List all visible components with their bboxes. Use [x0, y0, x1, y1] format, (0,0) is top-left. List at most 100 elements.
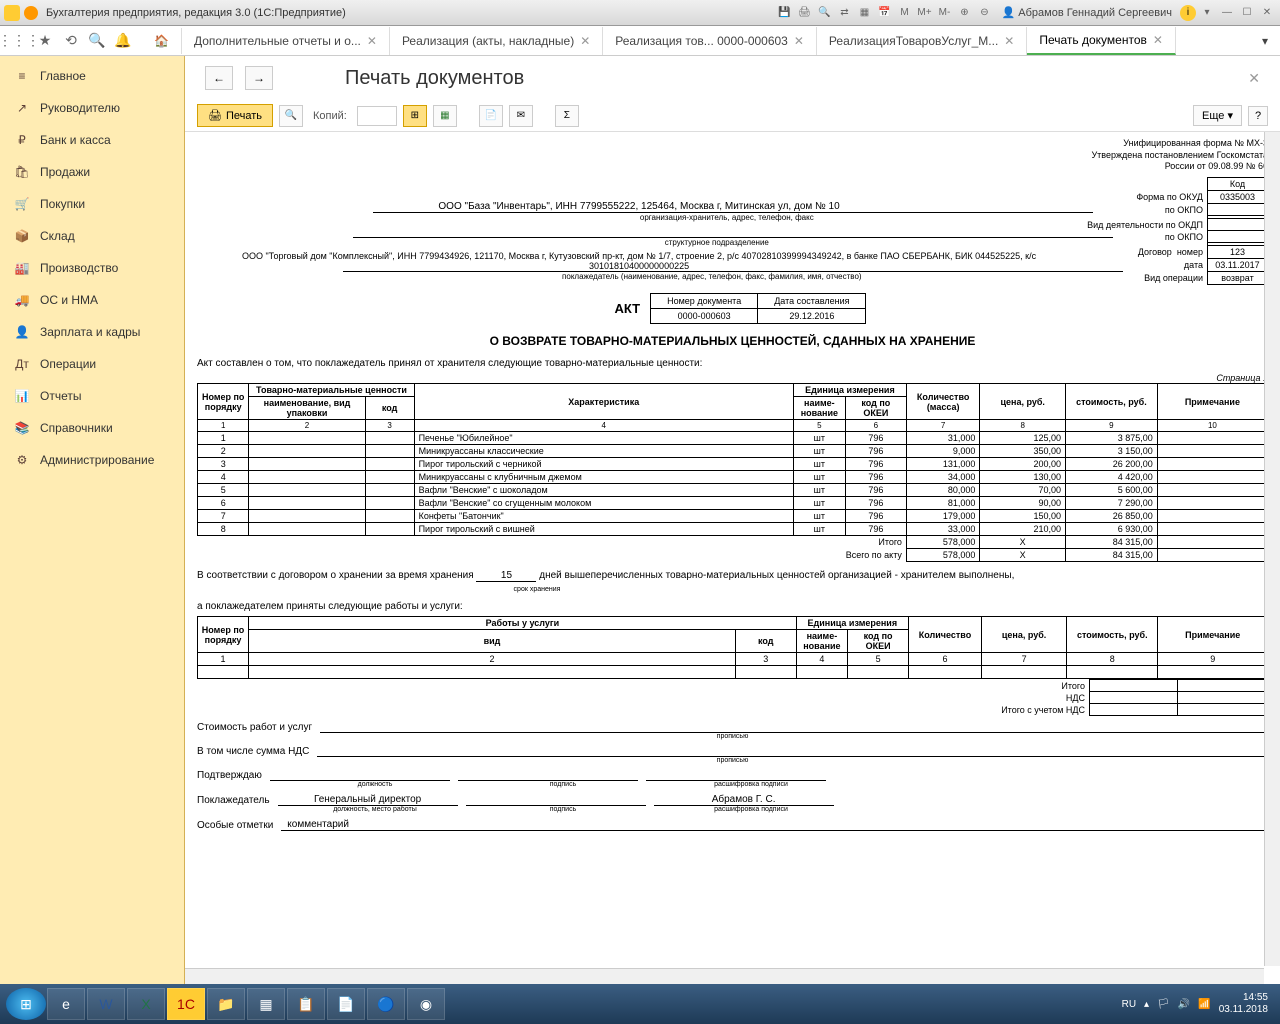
tab-menu[interactable]: ▾: [1250, 28, 1280, 54]
sidebar-label: Главное: [40, 69, 86, 83]
m-icon[interactable]: M: [896, 4, 914, 22]
sidebar-item-11[interactable]: 📚Справочники: [0, 412, 184, 444]
start-button[interactable]: ⊞: [6, 988, 46, 1020]
agreement-text: В соответствии с договором о хранении за…: [197, 570, 1268, 582]
history-icon[interactable]: ⟲: [62, 32, 80, 50]
m-plus-icon[interactable]: M+: [916, 4, 934, 22]
excel-button[interactable]: ▦: [433, 105, 457, 127]
tray-lang[interactable]: RU: [1122, 999, 1136, 1010]
preview-button[interactable]: 🔍: [279, 105, 303, 127]
sidebar-item-8[interactable]: 👤Зарплата и кадры: [0, 316, 184, 348]
horizontal-scrollbar[interactable]: [185, 968, 1264, 984]
form-line1: Унифицированная форма № МХ-3: [197, 138, 1268, 150]
compare-icon[interactable]: ⇄: [836, 4, 854, 22]
table-row: 4Миникруассаны с клубничным джемомшт7963…: [198, 471, 1268, 484]
tab-3[interactable]: РеализацияТоваровУслуг_М...✕: [817, 27, 1027, 55]
sidebar-label: ОС и НМА: [40, 293, 98, 307]
calendar-icon[interactable]: 📅: [876, 4, 894, 22]
nav-fwd-button[interactable]: →: [245, 66, 273, 90]
info-icon[interactable]: i: [1180, 5, 1196, 21]
notes-line: Особые отметки комментарий: [197, 819, 1268, 831]
copies-label: Копий:: [313, 110, 347, 122]
sum-button[interactable]: Σ: [555, 105, 579, 127]
tab-0[interactable]: Дополнительные отчеты и о...✕: [182, 27, 390, 55]
explorer-icon[interactable]: 📁: [207, 988, 245, 1020]
excel-icon[interactable]: X: [127, 988, 165, 1020]
sidebar-label: Покупки: [40, 197, 85, 211]
user-name[interactable]: 👤 Абрамов Геннадий Сергеевич: [996, 6, 1179, 19]
tab-close-icon[interactable]: ✕: [367, 34, 377, 48]
document-area: Унифицированная форма № МХ-3 Утверждена …: [185, 131, 1280, 984]
print-icon[interactable]: 🖨: [796, 4, 814, 22]
m-minus-icon[interactable]: M-: [936, 4, 954, 22]
confirm-line: Подтверждаю: [197, 770, 1268, 781]
app4-icon[interactable]: 🔵: [367, 988, 405, 1020]
word-icon[interactable]: W: [87, 988, 125, 1020]
copies-input[interactable]: [357, 106, 397, 126]
calc-icon[interactable]: ▦: [856, 4, 874, 22]
sidebar-item-10[interactable]: 📊Отчеты: [0, 380, 184, 412]
sidebar-item-3[interactable]: 🛍Продажи: [0, 156, 184, 188]
tab-2[interactable]: Реализация тов... 0000-000603✕: [603, 27, 817, 55]
app1-icon[interactable]: ▦: [247, 988, 285, 1020]
print-button[interactable]: 🖨 Печать: [197, 104, 273, 127]
bell-icon[interactable]: 🔔: [114, 32, 132, 50]
search-icon[interactable]: 🔍: [88, 32, 106, 50]
mail-button[interactable]: ✉: [509, 105, 533, 127]
sidebar-item-9[interactable]: ДтОперации: [0, 348, 184, 380]
zoom-out-icon[interactable]: ⊖: [976, 4, 994, 22]
tab-1[interactable]: Реализация (акты, накладные)✕: [390, 27, 603, 55]
app3-icon[interactable]: 📄: [327, 988, 365, 1020]
table-row: 7Конфеты "Батончик"шт796179,000150,0026 …: [198, 510, 1268, 523]
agreement-sub: срок хранения: [507, 586, 567, 593]
tray-flag-icon[interactable]: 🏳: [1157, 999, 1170, 1010]
nav-back-button[interactable]: ←: [205, 66, 233, 90]
home-tab[interactable]: 🏠: [142, 28, 182, 54]
star-icon[interactable]: ★: [36, 32, 54, 50]
toolbar: 🖨 Печать 🔍 Копий: ⊞ ▦ 📄 ✉ Σ Еще ▾ ?: [185, 100, 1280, 131]
close-icon[interactable]: ✕: [1258, 4, 1276, 22]
tab-close-icon[interactable]: ✕: [1153, 33, 1163, 47]
sidebar-item-6[interactable]: 🏭Производство: [0, 252, 184, 284]
app2-icon[interactable]: 📋: [287, 988, 325, 1020]
chrome-icon[interactable]: ◉: [407, 988, 445, 1020]
page-title: Печать документов: [345, 67, 524, 90]
minimize-icon[interactable]: —: [1218, 4, 1236, 22]
preview-icon[interactable]: 🔍: [816, 4, 834, 22]
tab-close-icon[interactable]: ✕: [1004, 34, 1014, 48]
struct-sub: структурное подразделение: [353, 237, 1113, 247]
tray-net-icon[interactable]: 📶: [1198, 999, 1210, 1010]
tab-close-icon[interactable]: ✕: [580, 34, 590, 48]
cost-line: Стоимость работ и услуг: [197, 722, 1268, 733]
tray-up-icon[interactable]: ▴: [1144, 999, 1149, 1010]
sidebar-icon: ≡: [14, 68, 30, 84]
dropdown2-icon[interactable]: ▾: [1198, 4, 1216, 22]
apps-icon[interactable]: ⋮⋮⋮: [10, 32, 28, 50]
totals2: Итого НДС Итого с учетом НДС: [197, 679, 1268, 716]
sidebar-item-7[interactable]: 🚚ОС и НМА: [0, 284, 184, 316]
sidebar-item-0[interactable]: ≡ Главное: [0, 60, 184, 92]
doc-button[interactable]: 📄: [479, 105, 503, 127]
1c-icon[interactable]: 1C: [167, 988, 205, 1020]
table-row: 1Печенье "Юбилейное"шт79631,000125,003 8…: [198, 432, 1268, 445]
sidebar-item-1[interactable]: ↗Руководителю: [0, 92, 184, 124]
table-row: 5Вафли "Венские" с шоколадомшт79680,0007…: [198, 484, 1268, 497]
tab-4[interactable]: Печать документов✕: [1027, 27, 1176, 55]
maximize-icon[interactable]: ☐: [1238, 4, 1256, 22]
help-button[interactable]: ?: [1248, 106, 1268, 126]
sidebar-item-2[interactable]: ₽Банк и касса: [0, 124, 184, 156]
tab-close-icon[interactable]: ✕: [794, 34, 804, 48]
more-button[interactable]: Еще ▾: [1193, 105, 1242, 126]
ie-icon[interactable]: e: [47, 988, 85, 1020]
tray-clock[interactable]: 14:55 03.11.2018: [1219, 992, 1274, 1016]
save-icon[interactable]: 💾: [776, 4, 794, 22]
zoom-in-icon[interactable]: ⊕: [956, 4, 974, 22]
vertical-scrollbar[interactable]: [1264, 132, 1280, 966]
sidebar-item-4[interactable]: 🛒Покупки: [0, 188, 184, 220]
close-page-button[interactable]: ✕: [1248, 70, 1260, 87]
sidebar-item-5[interactable]: 📦Склад: [0, 220, 184, 252]
dropdown-icon[interactable]: [24, 6, 38, 20]
sidebar-item-12[interactable]: ⚙Администрирование: [0, 444, 184, 476]
tray-sound-icon[interactable]: 🔊: [1178, 999, 1190, 1010]
layout-button[interactable]: ⊞: [403, 105, 427, 127]
